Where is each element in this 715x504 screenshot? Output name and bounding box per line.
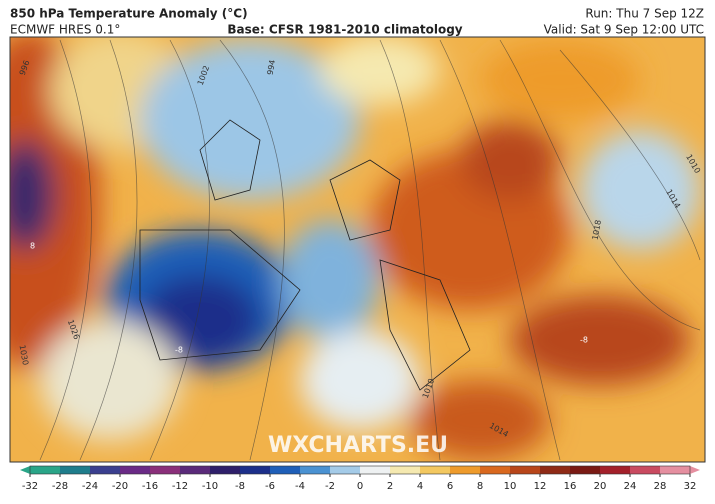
colorbar-label: -24 <box>82 481 98 492</box>
colorbar-segment <box>330 466 361 474</box>
colorbar-end <box>20 466 30 474</box>
colorbar-segment <box>450 466 481 474</box>
colorbar-end <box>690 466 700 474</box>
colorbar-segment <box>150 466 181 474</box>
run: Run: Thu 7 Sep 12Z <box>585 7 704 21</box>
colorbar-label: -2 <box>325 481 335 492</box>
colorbar-segment <box>390 466 421 474</box>
colorbar-segment <box>420 466 451 474</box>
colorbar-segment <box>180 466 211 474</box>
anomaly-label: -8 <box>175 346 183 355</box>
watermark: WXCHARTS.EU <box>268 433 448 458</box>
colorbar-label: -16 <box>142 481 158 492</box>
colorbar-segment <box>30 466 61 474</box>
map: 996 1002 994 1010 1014 1018 1026 1030 10… <box>10 37 705 462</box>
colorbar-label: 8 <box>477 481 483 492</box>
colorbar-label: -6 <box>265 481 275 492</box>
colorbar-label: -20 <box>112 481 128 492</box>
colorbar-label: -32 <box>22 481 38 492</box>
colorbar-label: -28 <box>52 481 68 492</box>
colorbar-label: 12 <box>534 481 547 492</box>
colorbar-segment <box>120 466 151 474</box>
isobar-label: 1018 <box>591 219 603 241</box>
colorbar-segment <box>360 466 391 474</box>
colorbar-segment <box>210 466 241 474</box>
colorbar-segment <box>660 466 691 474</box>
colorbar-label: -10 <box>202 481 218 492</box>
colorbar-segment <box>630 466 661 474</box>
colorbar-segment <box>60 466 91 474</box>
colorbar-label: 4 <box>417 481 423 492</box>
colorbar-label: -12 <box>172 481 188 492</box>
title: 850 hPa Temperature Anomaly (°C) <box>10 7 248 21</box>
colorbar-label: 0 <box>357 481 363 492</box>
colorbar-label: 24 <box>624 481 637 492</box>
colorbar-segment <box>540 466 571 474</box>
colorbar-segment <box>90 466 121 474</box>
colorbar-segment <box>600 466 631 474</box>
colorbar: -32 -28 -24 -20 -16 -12 -10 -8 -6 -4 -2 0 2 4 6 8 10 12 16… <box>20 465 700 492</box>
base: Base: CFSR 1981-2010 climatology <box>227 23 462 37</box>
anomaly-label: -8 <box>580 336 588 345</box>
colorbar-label: -8 <box>235 481 245 492</box>
colorbar-label: -4 <box>295 481 305 492</box>
colorbar-segment <box>510 466 541 474</box>
valid: Valid: Sat 9 Sep 12:00 UTC <box>544 23 704 37</box>
colorbar-label: 6 <box>447 481 453 492</box>
isobar-label: 1030 <box>18 344 30 366</box>
isobar-label: 994 <box>266 59 278 76</box>
colorbar-segment <box>240 466 271 474</box>
colorbar-label: 32 <box>684 481 697 492</box>
colorbar-segment <box>570 466 601 474</box>
map-frame <box>9 36 706 463</box>
anomaly-label: 8 <box>30 242 35 251</box>
colorbar-label: 10 <box>504 481 517 492</box>
colorbar-label: 20 <box>594 481 607 492</box>
colorbar-label: 28 <box>654 481 667 492</box>
colorbar-segment <box>270 466 301 474</box>
colorbar-label: 2 <box>387 481 393 492</box>
colorbar-label: 16 <box>564 481 577 492</box>
colorbar-segment <box>480 466 511 474</box>
model: ECMWF HRES 0.1° <box>10 23 120 37</box>
colorbar-segment <box>300 466 331 474</box>
